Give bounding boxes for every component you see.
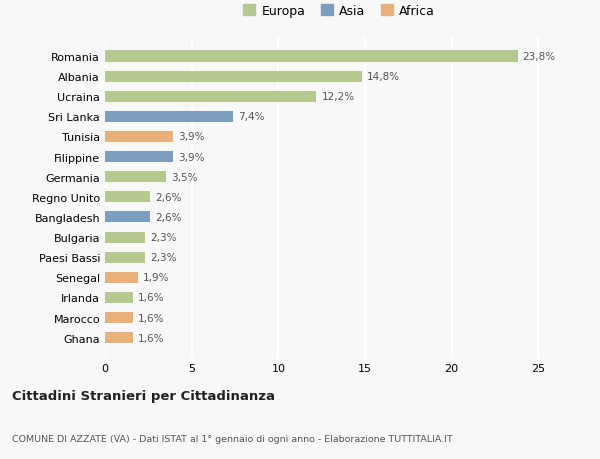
Bar [105,151,173,163]
Bar [105,172,166,183]
Bar [105,332,133,343]
Bar [105,312,133,323]
Bar [105,272,138,283]
Text: COMUNE DI AZZATE (VA) - Dati ISTAT al 1° gennaio di ogni anno - Elaborazione TUT: COMUNE DI AZZATE (VA) - Dati ISTAT al 1°… [12,434,453,442]
Bar [105,72,362,83]
Bar [105,292,133,303]
Bar [105,91,316,102]
Bar [105,232,145,243]
Text: Cittadini Stranieri per Cittadinanza: Cittadini Stranieri per Cittadinanza [12,389,275,403]
Text: 1,6%: 1,6% [138,313,164,323]
Text: 1,9%: 1,9% [143,273,170,283]
Bar [105,112,233,123]
Bar [105,192,150,203]
Bar [105,51,518,62]
Text: 2,3%: 2,3% [150,252,176,263]
Bar [105,132,173,143]
Text: 23,8%: 23,8% [523,52,556,62]
Legend: Europa, Asia, Africa: Europa, Asia, Africa [239,1,439,22]
Text: 7,4%: 7,4% [238,112,265,122]
Text: 3,9%: 3,9% [178,132,204,142]
Text: 12,2%: 12,2% [322,92,355,102]
Text: 2,6%: 2,6% [155,192,182,202]
Text: 14,8%: 14,8% [367,72,400,82]
Text: 3,5%: 3,5% [171,172,197,182]
Bar [105,212,150,223]
Text: 2,6%: 2,6% [155,213,182,223]
Text: 1,6%: 1,6% [138,293,164,303]
Text: 1,6%: 1,6% [138,333,164,343]
Bar [105,252,145,263]
Text: 2,3%: 2,3% [150,233,176,242]
Text: 3,9%: 3,9% [178,152,204,162]
